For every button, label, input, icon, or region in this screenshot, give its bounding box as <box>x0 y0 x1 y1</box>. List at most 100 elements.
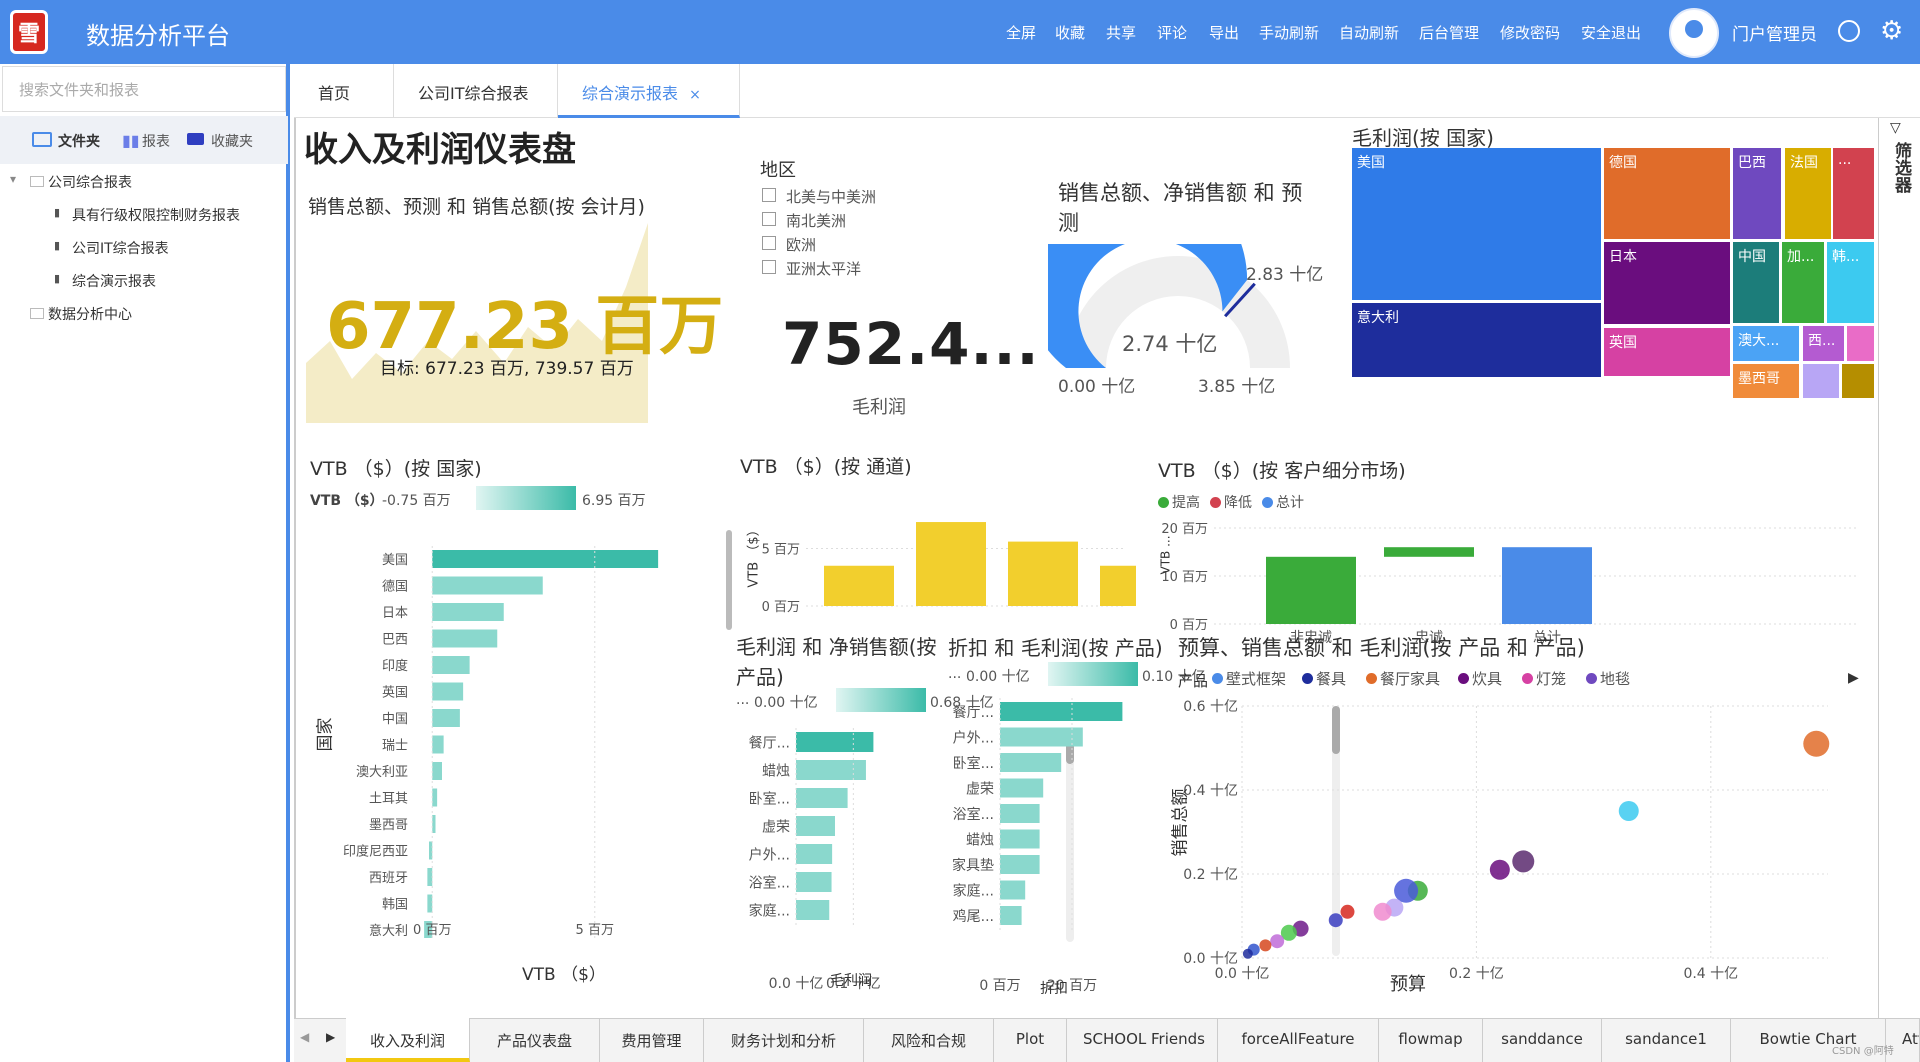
bar[interactable] <box>1000 778 1044 798</box>
scatter-point[interactable] <box>1328 913 1343 928</box>
nav-link[interactable]: 修改密码 <box>1500 24 1561 42</box>
region-option[interactable]: 北美与中美洲 <box>786 188 877 206</box>
tree-item[interactable]: 数据分析中心 <box>48 307 132 323</box>
legend-item[interactable]: 餐厅家具 <box>1380 670 1441 688</box>
page-tab[interactable]: Plot <box>994 1018 1067 1062</box>
user-name[interactable]: 门户管理员 <box>1732 25 1817 45</box>
legend-item[interactable]: 壁式框架 <box>1226 670 1287 688</box>
bar[interactable] <box>429 841 433 860</box>
bar[interactable] <box>1384 547 1474 557</box>
treemap-tile[interactable]: 韩... <box>1827 242 1874 323</box>
region-checkbox[interactable] <box>762 260 776 274</box>
treemap-tile[interactable]: 德国 <box>1604 148 1730 239</box>
bar[interactable] <box>1000 829 1040 849</box>
user-avatar[interactable] <box>1669 8 1719 58</box>
legend-item[interactable]: 降低 <box>1224 495 1252 511</box>
bar[interactable] <box>432 735 444 754</box>
page-tab[interactable]: 风险和合规 <box>864 1018 994 1062</box>
nav-link[interactable]: 手动刷新 <box>1259 24 1320 42</box>
nav-link[interactable]: 收藏 <box>1055 24 1086 42</box>
bar[interactable] <box>796 844 833 864</box>
bar[interactable] <box>796 816 835 836</box>
page-tab[interactable]: flowmap <box>1379 1018 1483 1062</box>
page-tab[interactable]: 财务计划和分析 <box>704 1018 864 1062</box>
page-tab[interactable]: 费用管理 <box>600 1018 704 1062</box>
bar[interactable] <box>1000 880 1026 900</box>
bar[interactable] <box>1000 727 1083 747</box>
tree-item[interactable]: 公司IT综合报表 <box>72 241 169 257</box>
scrollbar[interactable] <box>726 530 732 630</box>
nav-link[interactable]: 共享 <box>1106 24 1137 42</box>
tree-item[interactable]: 具有行级权限控制财务报表 <box>72 208 240 224</box>
nav-link[interactable]: 后台管理 <box>1419 24 1480 42</box>
legend-item[interactable]: 总计 <box>1276 495 1304 511</box>
region-checkbox[interactable] <box>762 236 776 250</box>
scatter-point[interactable] <box>1373 902 1392 921</box>
treemap-tile[interactable] <box>1803 364 1839 398</box>
region-checkbox[interactable] <box>762 188 776 202</box>
region-checkbox[interactable] <box>762 212 776 226</box>
bar[interactable] <box>432 709 460 727</box>
bar[interactable] <box>427 868 433 886</box>
treemap-tile[interactable]: ... <box>1833 148 1874 239</box>
tree-item[interactable]: 公司综合报表 <box>48 175 132 191</box>
tab-it-report[interactable]: 公司IT综合报表 <box>394 64 558 118</box>
bar[interactable] <box>432 603 504 621</box>
bar[interactable] <box>1000 855 1040 874</box>
nav-link[interactable]: 评论 <box>1157 24 1188 42</box>
bar[interactable] <box>427 894 433 913</box>
bar[interactable] <box>796 788 848 808</box>
bar[interactable] <box>824 565 894 606</box>
scatter-point[interactable] <box>1259 939 1272 952</box>
sidebar-tab-folders[interactable]: 文件夹 <box>58 134 100 150</box>
nav-link[interactable]: 全屏 <box>1006 24 1037 42</box>
bar[interactable] <box>1000 804 1040 823</box>
region-option[interactable]: 欧洲 <box>786 236 817 254</box>
legend-item[interactable]: 提高 <box>1172 495 1200 511</box>
scatter-point[interactable] <box>1270 934 1285 949</box>
scatter-point[interactable] <box>1394 878 1419 903</box>
bar[interactable] <box>432 788 438 807</box>
region-option[interactable]: 南北美洲 <box>786 212 847 230</box>
bar[interactable] <box>1008 541 1078 606</box>
bar[interactable] <box>916 522 986 606</box>
treemap-tile[interactable]: 英国 <box>1604 328 1730 376</box>
scatter-point[interactable] <box>1280 924 1297 941</box>
treemap-tile[interactable]: 日本 <box>1604 242 1730 324</box>
treemap-tile[interactable] <box>1842 364 1874 398</box>
tab-home[interactable]: 首页 <box>294 64 394 118</box>
treemap-tile[interactable]: 美国 <box>1352 148 1601 300</box>
legend-next-icon[interactable]: ▶ <box>1848 670 1859 686</box>
bar[interactable] <box>1000 906 1022 925</box>
scrollbar[interactable] <box>1066 732 1074 942</box>
page-tab[interactable]: forceAllFeature <box>1218 1018 1379 1062</box>
bar[interactable] <box>796 872 832 892</box>
tab-demo-report[interactable]: 综合演示报表 × <box>558 64 740 118</box>
sidebar-tab-reports[interactable]: 报表 <box>142 134 170 150</box>
expand-icon[interactable]: ▾ <box>10 172 17 186</box>
treemap-tile[interactable]: 墨西哥 <box>1733 364 1799 398</box>
region-option[interactable]: 亚洲太平洋 <box>786 260 862 278</box>
bar[interactable] <box>432 550 659 568</box>
treemap-tile[interactable]: 加... <box>1782 242 1824 323</box>
bar[interactable] <box>1000 753 1062 772</box>
scrollbar[interactable] <box>1332 706 1340 956</box>
nav-link[interactable]: 导出 <box>1209 24 1240 42</box>
page-tab[interactable]: Bowtie Chart <box>1731 1018 1886 1062</box>
bar[interactable] <box>424 921 433 938</box>
bar[interactable] <box>432 762 442 780</box>
scatter-point[interactable] <box>1618 801 1639 821</box>
bar[interactable] <box>796 732 874 752</box>
page-tab[interactable]: sanddance <box>1483 1018 1602 1062</box>
treemap-tile[interactable]: 西... <box>1803 326 1844 361</box>
legend-item[interactable]: 地毯 <box>1600 670 1631 688</box>
treemap-tile[interactable]: 澳大... <box>1733 326 1799 361</box>
prev-page-icon[interactable]: ◀ <box>300 1030 310 1044</box>
bar[interactable] <box>432 576 543 595</box>
scrollbar-thumb[interactable] <box>1332 706 1340 754</box>
bar[interactable] <box>1266 556 1356 624</box>
scrollbar-thumb[interactable] <box>1066 732 1074 764</box>
filter-pane[interactable]: ▽ 筛选器 <box>1878 118 1920 1018</box>
page-tab[interactable]: 产品仪表盘 <box>470 1018 600 1062</box>
legend-item[interactable]: 炊具 <box>1472 670 1503 688</box>
